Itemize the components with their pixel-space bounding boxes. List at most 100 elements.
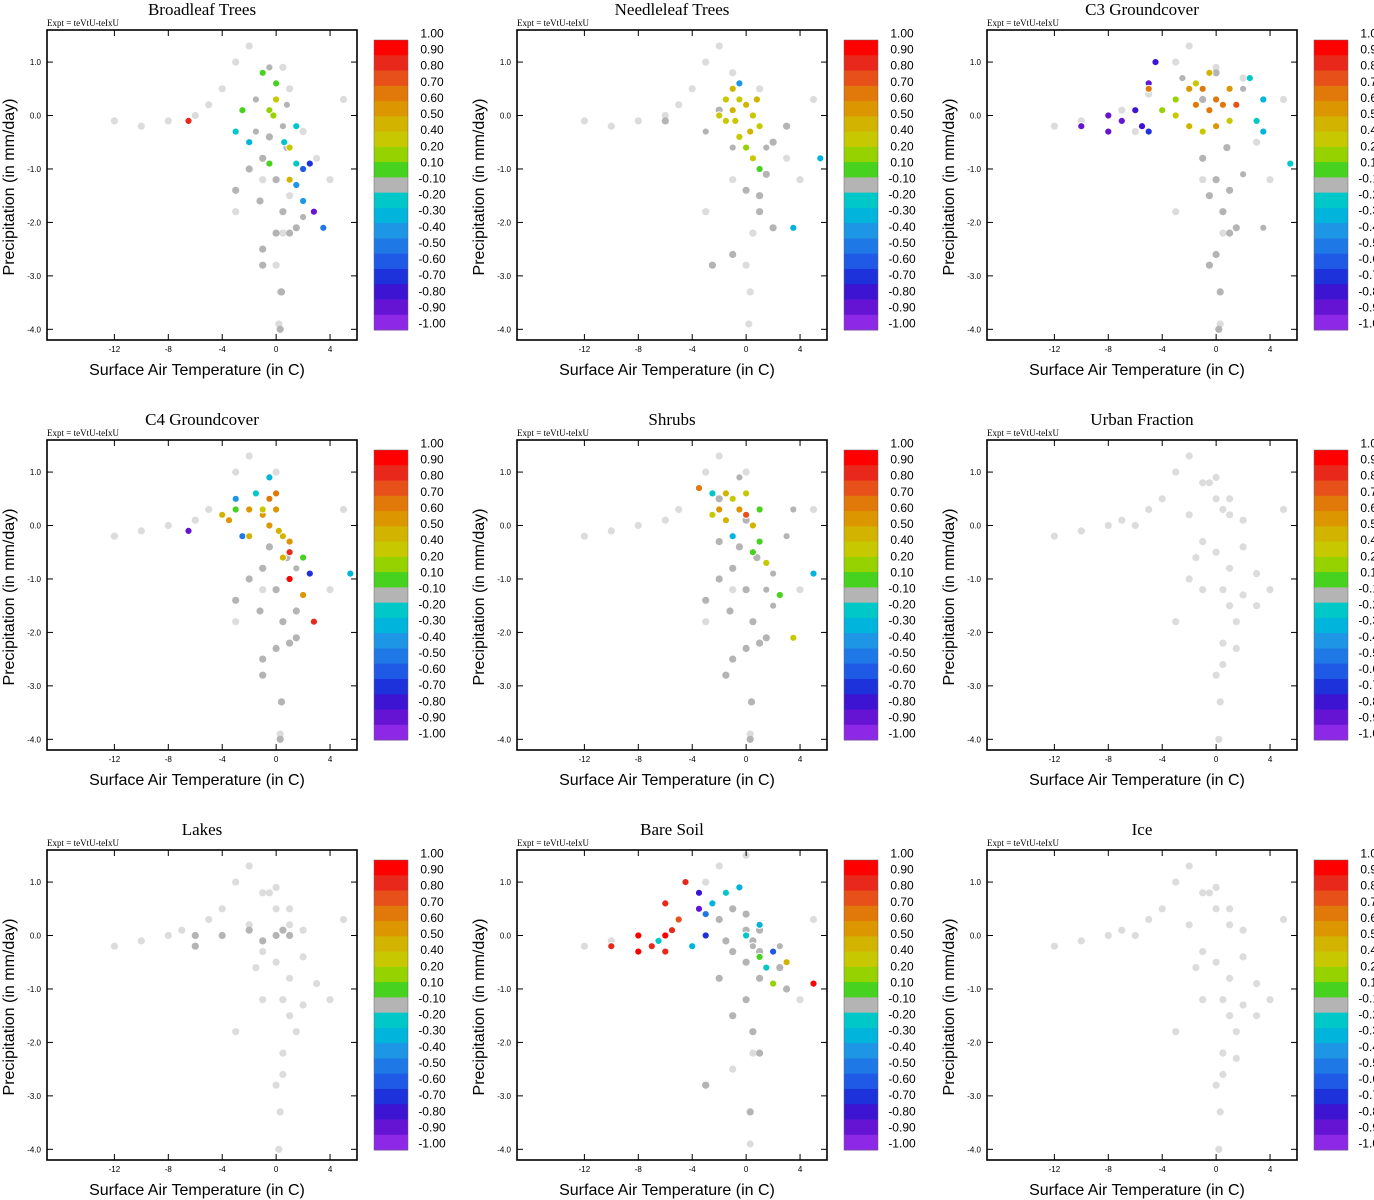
colorbar-segment bbox=[374, 146, 408, 163]
series-background bbox=[110, 862, 348, 1153]
data-point bbox=[279, 996, 287, 1004]
data-point bbox=[232, 1028, 240, 1036]
data-point bbox=[756, 85, 764, 93]
data-point bbox=[1050, 122, 1058, 130]
data-point bbox=[1225, 84, 1234, 93]
colorbar-label: -0.50 bbox=[1358, 1056, 1374, 1070]
data-point bbox=[1226, 1012, 1234, 1020]
data-point bbox=[722, 671, 730, 679]
experiment-label: Expt = teVtU-teIxU bbox=[987, 838, 1060, 848]
colorbar-segment bbox=[1314, 648, 1348, 665]
colorbar-label: -0.40 bbox=[1358, 1040, 1374, 1054]
colorbar: 1.00 0.90 0.80 0.70 0.60 0.50 0.40 0.20 0.10 -0.1… bbox=[373, 437, 446, 741]
data-point bbox=[276, 1108, 284, 1116]
colorbar-label: 0.50 bbox=[1360, 927, 1374, 941]
data-point bbox=[1239, 953, 1247, 961]
y-axis-label: Precipitation (in mm/day) bbox=[941, 99, 958, 276]
x-tick-label: -4 bbox=[219, 1165, 227, 1174]
colorbar-label: 0.20 bbox=[1360, 139, 1374, 153]
data-point bbox=[272, 931, 280, 940]
data-point bbox=[721, 516, 730, 525]
data-point bbox=[1259, 95, 1268, 104]
colorbar-label: 0.50 bbox=[890, 517, 914, 531]
data-point bbox=[747, 698, 756, 706]
data-point bbox=[1259, 223, 1268, 232]
colorbar-segment bbox=[844, 709, 878, 726]
colorbar-label: -0.60 bbox=[418, 1072, 446, 1086]
data-point bbox=[702, 596, 710, 604]
colorbar-label: 1.00 bbox=[420, 437, 444, 451]
colorbar-segment bbox=[374, 905, 408, 922]
data-point bbox=[1226, 186, 1234, 194]
data-point bbox=[715, 538, 723, 546]
colorbar-segment bbox=[374, 1088, 408, 1105]
data-point bbox=[756, 208, 764, 216]
y-tick-label: -2.0 bbox=[497, 628, 511, 637]
colorbar-segment bbox=[844, 177, 878, 194]
colorbar-segment bbox=[1314, 997, 1348, 1014]
y-tick-label: -3.0 bbox=[27, 682, 41, 691]
data-point bbox=[277, 698, 286, 706]
colorbar-label: -0.70 bbox=[888, 268, 916, 282]
colorbar-segment bbox=[1314, 541, 1348, 558]
data-point bbox=[313, 154, 321, 162]
colorbar-segment bbox=[374, 116, 408, 133]
panel-title: Lakes bbox=[182, 820, 223, 839]
x-axis-label: Surface Air Temperature (in C) bbox=[559, 362, 775, 379]
colorbar-segment bbox=[844, 70, 878, 87]
y-axis-label: Precipitation (in mm/day) bbox=[471, 919, 488, 1096]
colorbar-frame bbox=[843, 39, 879, 331]
data-point bbox=[299, 1001, 307, 1009]
data-point bbox=[715, 452, 723, 460]
data-point bbox=[278, 553, 287, 562]
data-point bbox=[634, 117, 642, 125]
data-point bbox=[1212, 671, 1220, 679]
x-tick-label: 4 bbox=[798, 1165, 803, 1174]
data-point bbox=[1253, 1012, 1261, 1020]
colorbar-label: -0.50 bbox=[888, 646, 916, 660]
data-point bbox=[259, 245, 267, 253]
colorbar-segment bbox=[844, 40, 878, 56]
y-tick-label: -3.0 bbox=[967, 682, 981, 691]
colorbar-segment bbox=[844, 905, 878, 922]
colorbar-segment bbox=[1314, 511, 1348, 527]
data-point bbox=[278, 122, 287, 131]
data-point bbox=[299, 926, 307, 934]
colorbar-label: 0.20 bbox=[420, 959, 444, 973]
data-point bbox=[809, 569, 818, 578]
colorbar-label: -0.30 bbox=[888, 204, 916, 218]
data-point bbox=[259, 586, 267, 594]
x-axis-label: Surface Air Temperature (in C) bbox=[559, 772, 775, 789]
data-point bbox=[1205, 261, 1213, 269]
y-tick-label: 1.0 bbox=[500, 878, 512, 887]
data-point bbox=[755, 164, 764, 174]
colorbar-segment bbox=[374, 678, 408, 695]
colorbar-label: 0.60 bbox=[1360, 91, 1374, 105]
data-point bbox=[272, 79, 281, 88]
data-point bbox=[272, 1081, 280, 1089]
data-point bbox=[286, 192, 294, 200]
data-point bbox=[748, 942, 757, 951]
data-point bbox=[265, 473, 274, 482]
x-tick-label: -8 bbox=[1105, 345, 1113, 354]
colorbar-segment bbox=[1314, 1119, 1348, 1136]
colorbar-label: -1.00 bbox=[888, 317, 916, 331]
data-point bbox=[1232, 1054, 1240, 1062]
colorbar-segment bbox=[844, 85, 878, 102]
data-point bbox=[218, 905, 226, 913]
colorbar-segment bbox=[374, 633, 408, 649]
colorbar-segment bbox=[844, 648, 878, 665]
data-point bbox=[735, 95, 744, 104]
data-point bbox=[580, 532, 588, 540]
data-point bbox=[286, 931, 294, 940]
data-point bbox=[256, 607, 264, 615]
data-point bbox=[1219, 1049, 1227, 1057]
data-point bbox=[708, 899, 717, 908]
colorbar-segment bbox=[374, 1043, 408, 1059]
colorbar-label: 0.90 bbox=[420, 453, 444, 467]
data-point bbox=[708, 261, 716, 269]
colorbar-label: 0.90 bbox=[420, 863, 444, 877]
data-point bbox=[1050, 532, 1058, 540]
colorbar-segment bbox=[1314, 284, 1348, 300]
